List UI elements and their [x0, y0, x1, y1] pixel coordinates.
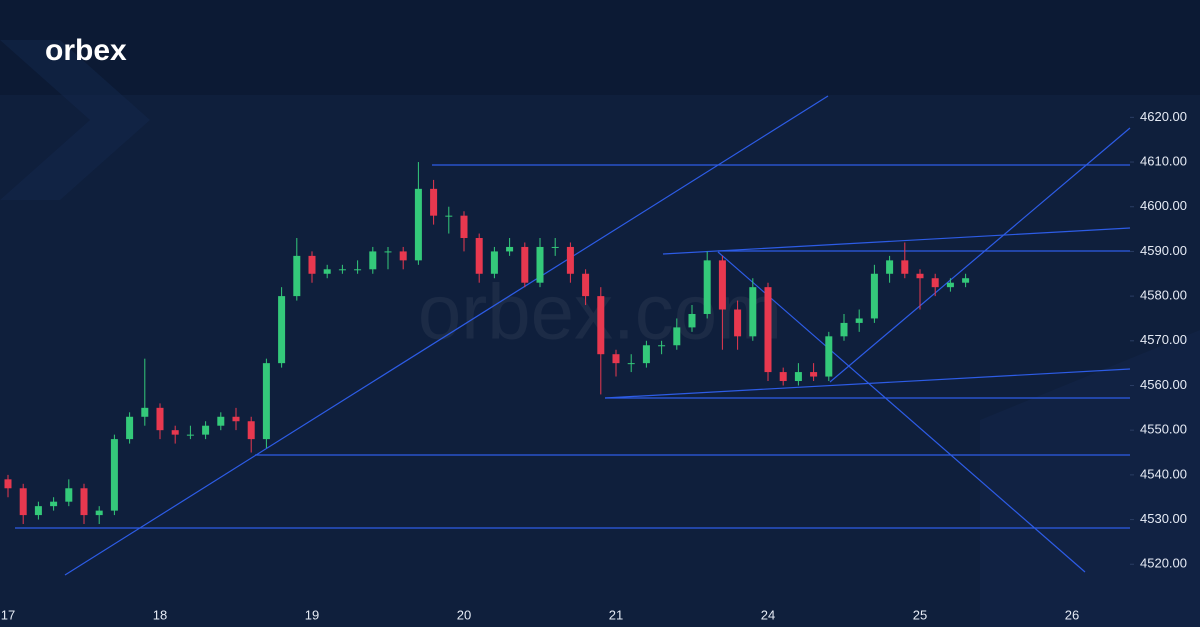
candle-body — [460, 215, 468, 239]
candle-body — [962, 278, 970, 283]
candle-body — [749, 287, 757, 337]
bg-shape — [980, 330, 1200, 627]
y-tick-label: 4520.00 — [1140, 556, 1187, 571]
candle-body — [80, 488, 88, 516]
candle-body — [186, 434, 194, 436]
candle-body — [217, 416, 225, 426]
x-tick-label: 17 — [1, 607, 15, 622]
candle-body — [658, 345, 666, 347]
candle-body — [445, 215, 453, 217]
candle-body — [156, 407, 164, 431]
candle-body — [946, 282, 954, 288]
candle-body — [673, 327, 681, 346]
trendline — [662, 227, 1131, 255]
candle-body — [521, 246, 529, 283]
candle-body — [4, 479, 12, 489]
x-tick-label: 21 — [609, 607, 623, 622]
candle-body — [338, 269, 346, 271]
trendlines — [15, 95, 1131, 576]
candle-body — [718, 260, 726, 310]
candle-body — [247, 421, 255, 440]
y-tick-label: 4570.00 — [1140, 332, 1187, 347]
candle-body — [840, 322, 848, 337]
candle-body — [506, 246, 514, 252]
candle-body — [810, 372, 818, 377]
candle-body — [916, 273, 924, 279]
candle-body — [34, 506, 42, 516]
bg-chevron — [0, 40, 150, 200]
candle-body — [855, 318, 863, 323]
candle-body — [627, 363, 635, 365]
candle-body — [262, 363, 270, 440]
candle-body — [931, 278, 939, 288]
y-tick-label: 4590.00 — [1140, 243, 1187, 258]
candle-body — [536, 246, 544, 283]
candle-body — [308, 255, 316, 274]
candle-body — [870, 273, 878, 319]
candle-body — [354, 269, 362, 271]
candle-body — [430, 188, 438, 216]
candle-body — [65, 488, 73, 502]
candle-body — [171, 430, 179, 435]
candle-body — [825, 336, 833, 377]
candle-body — [475, 238, 483, 274]
candle-body — [566, 246, 574, 274]
candle-body — [141, 407, 149, 417]
candle-body — [612, 354, 620, 364]
brand-logo: orbex — [45, 34, 127, 67]
trendline — [829, 127, 1131, 383]
candle-body — [703, 260, 711, 314]
y-tick-label: 4600.00 — [1140, 198, 1187, 213]
x-tick-label: 24 — [761, 607, 775, 622]
candle-body — [232, 416, 240, 422]
candle-body — [779, 372, 787, 382]
candle-body — [50, 501, 58, 507]
y-tick-label: 4610.00 — [1140, 153, 1187, 168]
y-tick-label: 4620.00 — [1140, 109, 1187, 124]
candle-body — [597, 296, 605, 355]
candle-body — [293, 255, 301, 297]
trendline — [604, 368, 1131, 399]
candle-body — [490, 251, 498, 274]
candle-body — [95, 510, 103, 516]
x-tick-label: 26 — [1065, 607, 1079, 622]
candle-body — [582, 273, 590, 297]
y-tick-label: 4550.00 — [1140, 422, 1187, 437]
candle-body — [369, 251, 377, 270]
x-tick-label: 25 — [913, 607, 927, 622]
candle-body — [734, 309, 742, 337]
trendline — [717, 251, 1086, 573]
candle-body — [551, 246, 559, 248]
x-tick-label: 18 — [153, 607, 167, 622]
y-tick-label: 4580.00 — [1140, 288, 1187, 303]
x-tick-label: 20 — [457, 607, 471, 622]
candle-body — [764, 287, 772, 373]
candle-body — [399, 251, 407, 261]
trendline — [64, 95, 829, 576]
candle-body — [642, 345, 650, 364]
candle-body — [126, 416, 134, 440]
candle-body — [202, 425, 210, 435]
candle-body — [278, 296, 286, 364]
y-tick-label: 4540.00 — [1140, 466, 1187, 481]
y-tick-label: 4530.00 — [1140, 511, 1187, 526]
candle-body — [323, 269, 331, 274]
candle-body — [19, 488, 27, 516]
header-band — [0, 0, 1200, 95]
candle-body — [901, 260, 909, 274]
candle-body — [688, 313, 696, 328]
candle-body — [886, 260, 894, 274]
x-tick-label: 19 — [305, 607, 319, 622]
candle-body — [414, 188, 422, 261]
candle-body — [384, 251, 392, 253]
candle-body — [794, 372, 802, 382]
y-tick-label: 4560.00 — [1140, 377, 1187, 392]
candle-body — [110, 439, 118, 511]
